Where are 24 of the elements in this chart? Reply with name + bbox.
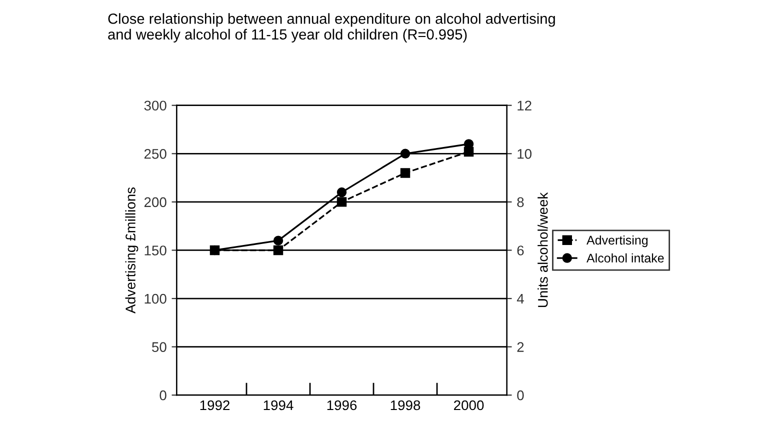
legend-label: Advertising	[586, 235, 648, 248]
y-tick-label: 100	[144, 294, 166, 304]
y-tick-label: 200	[144, 197, 166, 208]
x-tick-label: 1994	[264, 400, 294, 410]
x-tick-label: 1996	[327, 400, 357, 410]
y-tick-label: 250	[144, 148, 166, 159]
x-tick-label: 2000	[454, 400, 484, 410]
y2-tick-label: 6	[517, 246, 524, 256]
legend-label: Alcohol intake	[586, 253, 664, 263]
y2-tick-label: 0	[517, 390, 524, 400]
y2-tick-label: 10	[518, 148, 532, 159]
y2-tick-label: 12	[518, 100, 532, 110]
y-tick-label: 300	[144, 100, 166, 111]
y-tick-label: 50	[152, 342, 166, 352]
x-tick-label: 1992	[200, 400, 230, 410]
y2-tick-label: 8	[517, 197, 524, 208]
chart-title: Close relationship between annual expenditure on alcohol advertising and weekly alcohol of 11-15 year old children (R=0.995)	[108, 13, 555, 42]
y-tick-label: 0	[160, 390, 166, 400]
y-tick-label: 150	[144, 246, 166, 256]
y2-tick-label: 4	[516, 294, 524, 304]
y-axis-title: Advertising £millions	[125, 187, 138, 314]
y2-axis-title: Units alcohol/week	[538, 192, 548, 308]
x-tick-label: 1998	[390, 400, 420, 410]
y2-tick-label: 2	[517, 342, 524, 352]
